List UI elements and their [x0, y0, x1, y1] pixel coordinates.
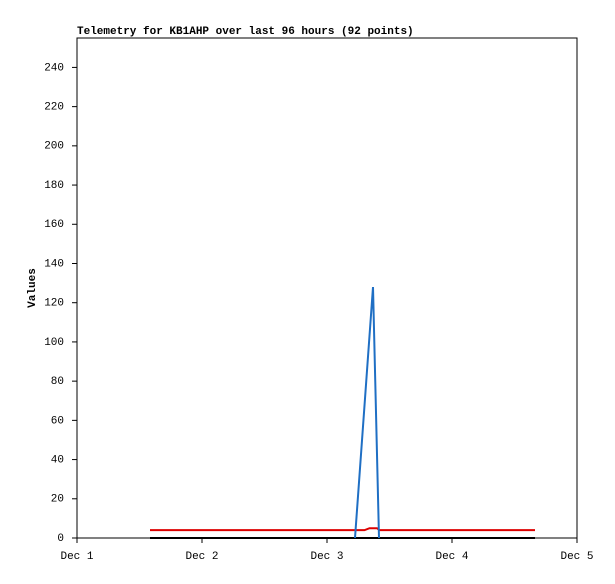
x-tick-label: Dec 4	[435, 551, 468, 563]
y-tick-label: 200	[44, 141, 64, 153]
y-tick-label: 40	[51, 454, 64, 466]
y-tick-label: 100	[44, 337, 64, 349]
series-line	[150, 527, 535, 532]
y-tick-label: 240	[44, 62, 64, 74]
y-tick-label: 20	[51, 494, 64, 506]
series-line	[354, 286, 380, 539]
chart-title: Telemetry for KB1AHP over last 96 hours …	[77, 26, 414, 38]
x-tick-label: Dec 2	[185, 551, 218, 563]
y-tick-label: 220	[44, 102, 64, 114]
plot-frame	[76, 37, 578, 539]
y-tick-label: 160	[44, 219, 64, 231]
y-tick-label: 60	[51, 415, 64, 427]
x-tick-label: Dec 1	[60, 551, 93, 563]
y-axis-label: Values	[27, 268, 39, 308]
y-tick-label: 0	[57, 533, 64, 545]
x-tick-label: Dec 5	[560, 551, 593, 563]
y-tick-label: 180	[44, 180, 64, 192]
y-tick-label: 120	[44, 298, 64, 310]
y-tick-label: 80	[51, 376, 64, 388]
x-tick-label: Dec 3	[310, 551, 343, 563]
y-tick-label: 140	[44, 258, 64, 270]
